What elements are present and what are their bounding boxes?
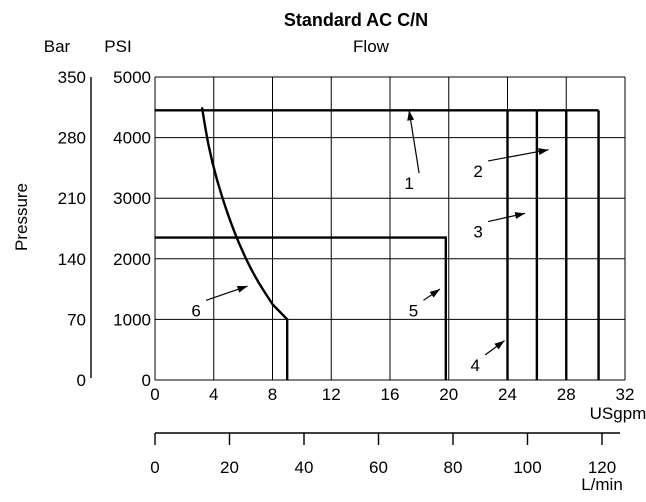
- annotation-arrow-1: [408, 110, 420, 174]
- annotation-label-2: 2: [473, 162, 482, 181]
- lpm-tick-label-0: 0: [150, 458, 159, 477]
- series-line-6: [200, 107, 289, 380]
- annotation-label-6: 6: [191, 301, 200, 320]
- lpm-tick-label-100: 100: [513, 458, 541, 477]
- lpm-tick-label-80: 80: [444, 458, 463, 477]
- lpm-tick-label-20: 20: [220, 458, 239, 477]
- y-axis-label: Pressure: [12, 183, 31, 251]
- annotation-arrowhead-6: [236, 286, 248, 293]
- bar-units-label: Bar: [44, 37, 71, 56]
- lpm-tick-label-60: 60: [369, 458, 388, 477]
- annotation-arrowhead-3: [514, 212, 526, 219]
- x-tick-label-32: 32: [616, 385, 635, 404]
- x-tick-label-16: 16: [381, 385, 400, 404]
- annotation-arrowhead-2: [538, 148, 549, 155]
- bar-tick-label-280: 280: [58, 129, 86, 148]
- psi-tick-label-5000: 5000: [113, 68, 151, 87]
- chart-title: Standard AC C/N: [284, 10, 428, 30]
- psi-tick-label-3000: 3000: [113, 189, 151, 208]
- x-tick-label-28: 28: [557, 385, 576, 404]
- bar-tick-label-350: 350: [58, 68, 86, 87]
- x-tick-label-4: 4: [209, 385, 218, 404]
- annotation-arrowhead-5: [429, 289, 440, 298]
- bar-tick-label-140: 140: [58, 250, 86, 269]
- psi-tick-label-4000: 4000: [113, 129, 151, 148]
- annotation-label-1: 1: [404, 174, 413, 193]
- psi-units-label: PSI: [104, 37, 131, 56]
- psi-tick-label-1000: 1000: [113, 310, 151, 329]
- lpm-tick-label-40: 40: [295, 458, 314, 477]
- annotation-label-3: 3: [473, 223, 482, 242]
- bar-tick-label-70: 70: [67, 310, 86, 329]
- x-tick-label-0: 0: [150, 385, 159, 404]
- annotation-arrowhead-4: [494, 340, 505, 350]
- annotation-label-5: 5: [409, 301, 418, 320]
- annotation-label-4: 4: [470, 356, 479, 375]
- bar-tick-label-210: 210: [58, 189, 86, 208]
- x-tick-label-12: 12: [322, 385, 341, 404]
- x2-axis-label: L/min: [581, 475, 623, 494]
- x-tick-label-20: 20: [439, 385, 458, 404]
- bar-tick-label-0: 0: [77, 371, 86, 390]
- psi-tick-label-2000: 2000: [113, 250, 151, 269]
- x-axis-label: USgpm: [590, 404, 646, 423]
- x-tick-label-8: 8: [268, 385, 277, 404]
- psi-tick-label-0: 0: [142, 371, 151, 390]
- chart-subtitle: Flow: [353, 37, 390, 56]
- annotation-arrow-2: [488, 149, 549, 162]
- series-line-5: [155, 236, 448, 380]
- x-tick-label-24: 24: [498, 385, 517, 404]
- annotation-arrowhead-1: [407, 110, 415, 121]
- lpm-tick-label-120: 120: [588, 458, 616, 477]
